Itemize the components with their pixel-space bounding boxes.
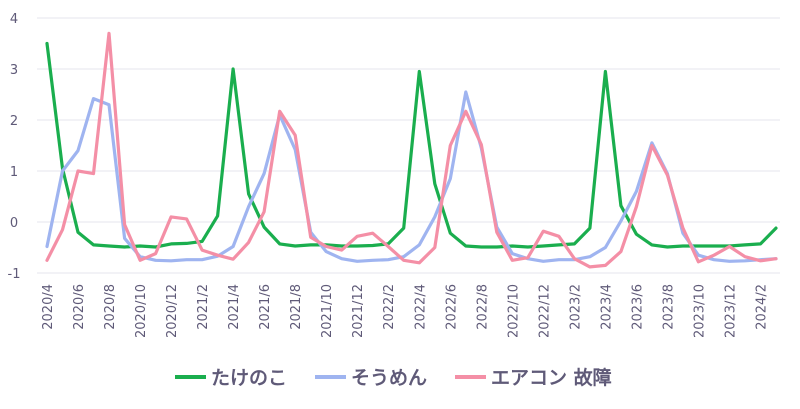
grid-lines bbox=[37, 17, 780, 274]
x-axis-tick-labels: 2020/4 2020/6 2020/8 2020/10 2020/12 2021/2 20… bbox=[41, 284, 769, 338]
y-tick-label: 1 bbox=[10, 165, 18, 180]
y-tick-label: 2 bbox=[10, 114, 18, 129]
x-tick-label: 2021/4 bbox=[227, 284, 242, 330]
y-tick-label: 0 bbox=[10, 216, 18, 231]
x-tick-label: 2022/2 bbox=[382, 284, 397, 330]
x-tick-label: 2022/6 bbox=[444, 284, 459, 330]
x-tick-label: 2022/10 bbox=[506, 284, 521, 338]
series-line-3 bbox=[45, 31, 778, 269]
legend: たけのこ そうめん エアコン 故障 bbox=[175, 366, 612, 389]
y-axis-tick-labels: -1 0 1 2 3 4 bbox=[8, 12, 21, 282]
series-line-1 bbox=[45, 41, 778, 249]
x-tick-label: 2023/8 bbox=[661, 284, 676, 330]
legend-label: エアコン 故障 bbox=[491, 366, 612, 389]
x-tick-label: 2023/6 bbox=[630, 284, 645, 330]
x-tick-label: 2020/8 bbox=[103, 284, 118, 330]
x-tick-label: 2021/6 bbox=[258, 284, 273, 330]
x-tick-label: 2021/2 bbox=[196, 284, 211, 330]
x-tick-label: 2020/6 bbox=[72, 284, 87, 330]
series-lines bbox=[45, 31, 778, 269]
x-tick-label: 2023/4 bbox=[599, 284, 614, 330]
x-tick-label: 2020/12 bbox=[165, 284, 180, 338]
x-tick-label: 2021/12 bbox=[351, 284, 366, 338]
x-tick-label: 2020/10 bbox=[134, 284, 149, 338]
legend-label: そうめん bbox=[351, 367, 427, 389]
x-tick-label: 2023/2 bbox=[568, 284, 583, 330]
x-tick-label: 2021/8 bbox=[289, 284, 304, 330]
x-tick-label: 2023/12 bbox=[723, 284, 738, 338]
y-tick-label: 4 bbox=[10, 12, 18, 27]
y-tick-label: -1 bbox=[8, 267, 21, 282]
x-tick-label: 2024/2 bbox=[754, 284, 769, 330]
x-tick-label: 2022/8 bbox=[475, 284, 490, 330]
x-tick-label: 2020/4 bbox=[41, 284, 56, 330]
x-tick-label: 2023/10 bbox=[692, 284, 707, 338]
y-tick-label: 3 bbox=[10, 63, 18, 78]
x-tick-label: 2021/10 bbox=[320, 284, 335, 338]
x-tick-label: 2022/4 bbox=[413, 284, 428, 330]
x-tick-label: 2022/12 bbox=[537, 284, 552, 338]
legend-label: たけのこ bbox=[211, 367, 287, 389]
